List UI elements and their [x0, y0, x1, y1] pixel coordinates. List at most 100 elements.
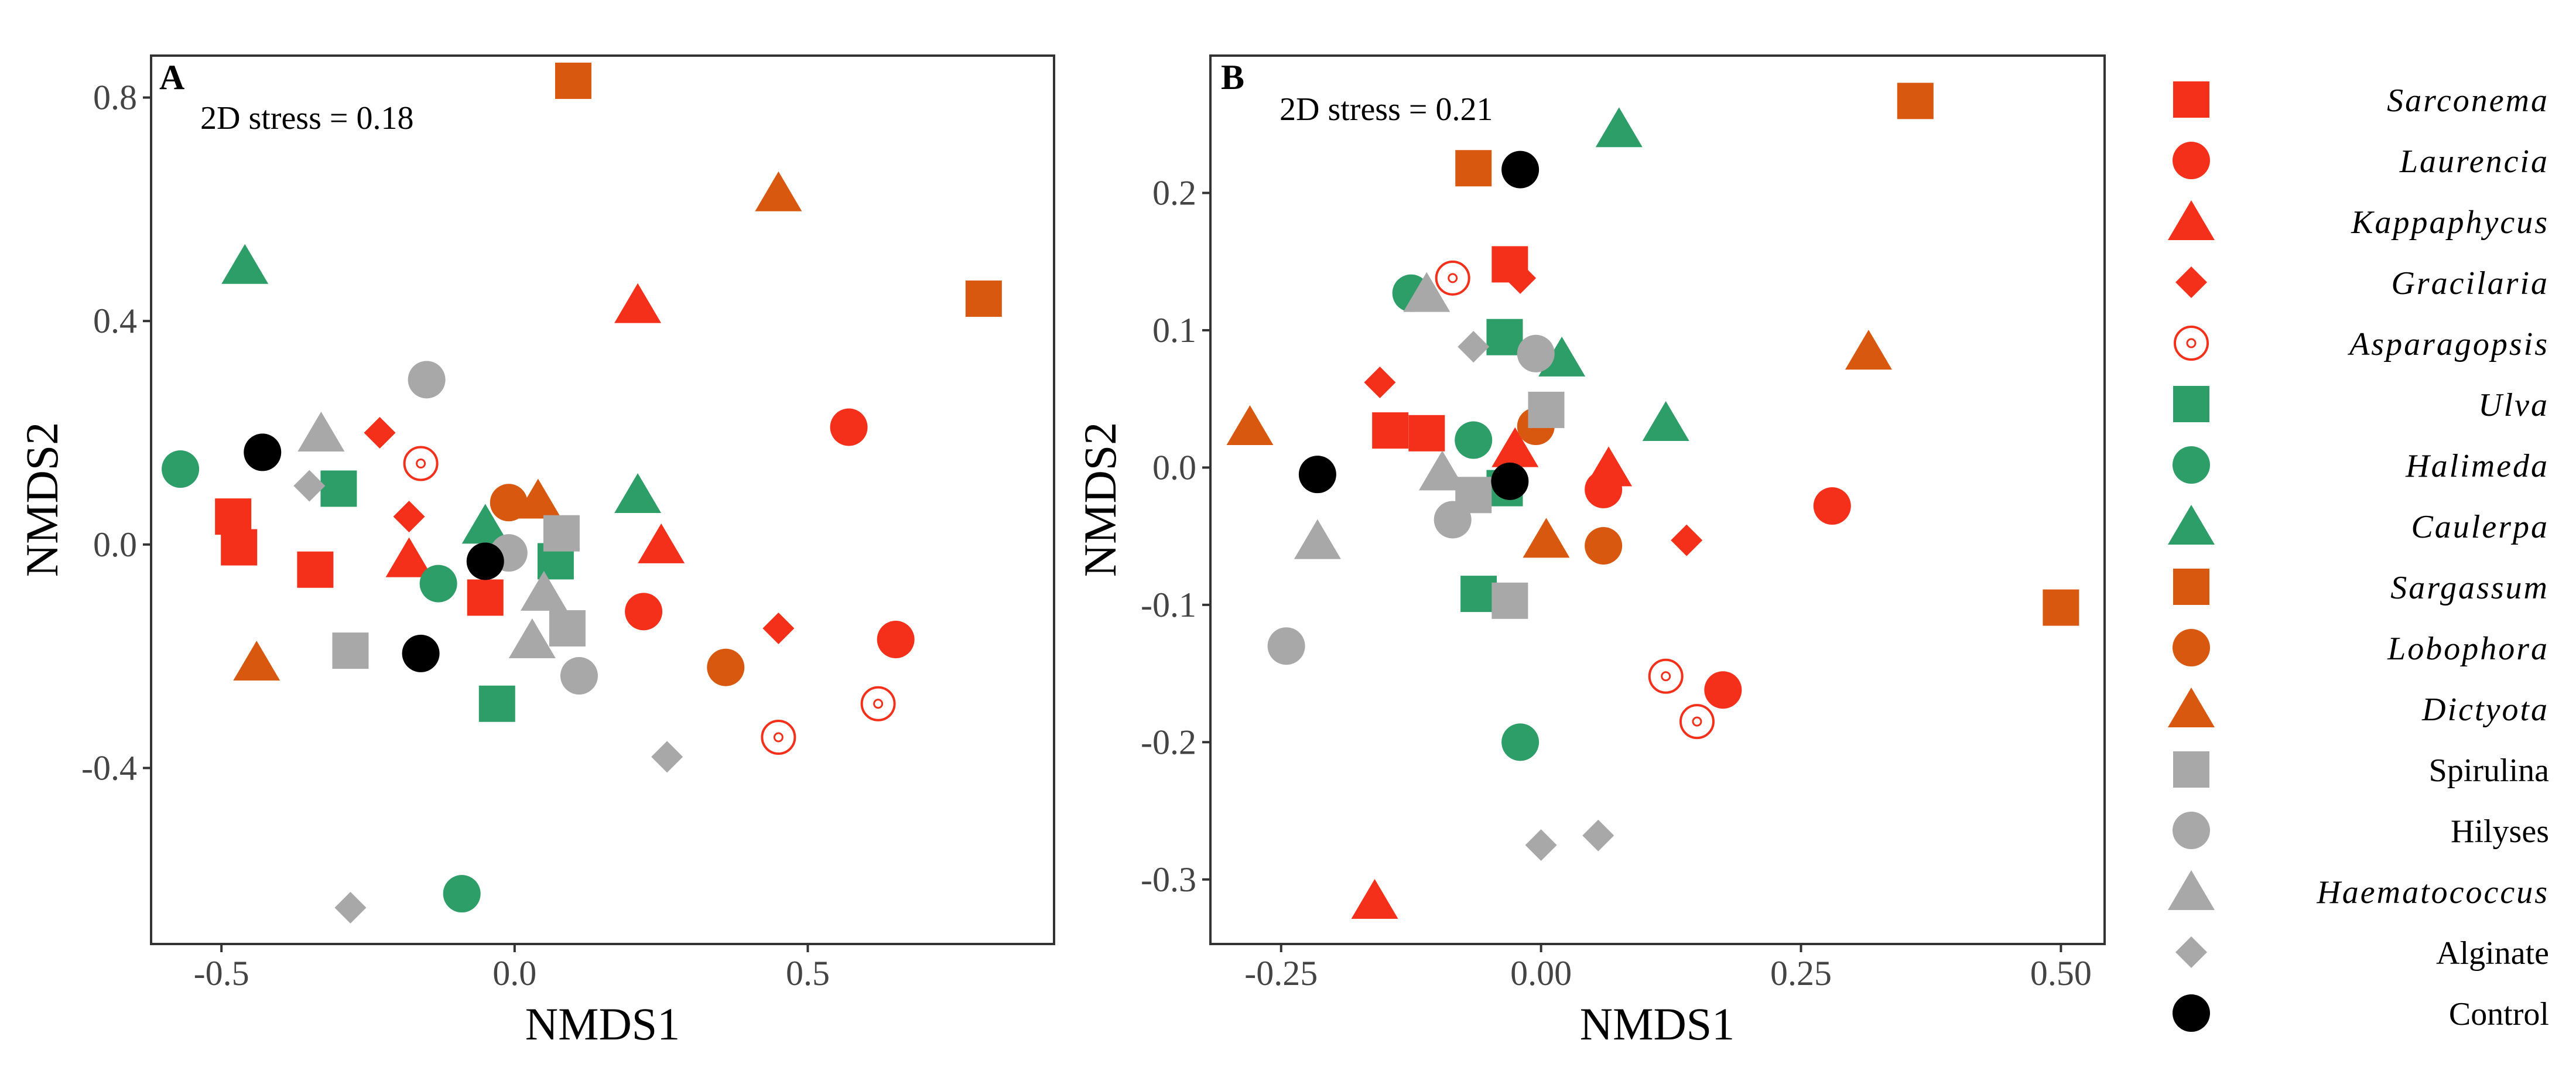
panel-b-point-dictyota: [1523, 518, 1570, 558]
panel-b-point-control: [1501, 151, 1540, 189]
panel-a-point-halimeda: [443, 875, 481, 913]
panel-a-point-spirulina: [332, 632, 369, 669]
panel-b-ytick-label: 0.1: [1152, 311, 1196, 350]
panel-b-points: [1226, 83, 2079, 919]
panel-a-point-asparagopsis: [860, 686, 896, 721]
legend-item-laurencia: Laurencia: [2173, 142, 2547, 180]
legend-item-gracilaria: Gracilaria: [2175, 265, 2549, 302]
panel-b-point-haematococcus: [1294, 519, 1341, 559]
legend-label-dictyota: Dictyota: [2421, 692, 2549, 728]
panel-b-point-laurencia: [1704, 671, 1742, 709]
panel-b-point-sarconema: [1372, 412, 1409, 449]
panel-a-points: [162, 62, 1002, 923]
legend-item-spirulina: Spirulina: [2173, 751, 2549, 789]
legend-label-sarconema: Sarconema: [2387, 83, 2549, 119]
panel-b-point-sargassum: [2043, 589, 2079, 626]
panel-a-point-haematococcus: [508, 618, 556, 659]
panel-a-point-lobophora: [490, 484, 528, 522]
panel-a-ylabel: NMDS2: [16, 422, 67, 577]
legend-label-spirulina: Spirulina: [2429, 753, 2549, 789]
panel-a-point-haematococcus: [297, 412, 345, 452]
panel-b-point-alginate: [1525, 829, 1557, 861]
panel-a-point-halimeda: [419, 565, 457, 603]
legend-item-kappaphycus: Kappaphycus: [2168, 200, 2549, 241]
panel-a-point-gracilaria: [393, 501, 425, 533]
legend-item-halimeda: Halimeda: [2173, 446, 2547, 484]
panel-b-xtick-label: -0.25: [1244, 954, 1318, 993]
panel-a-point-kappaphycus: [385, 537, 433, 577]
legend-key-lobophora: [2173, 629, 2210, 666]
legend-key-caulerpa: [2168, 505, 2215, 545]
legend-item-haematococcus: Haematococcus: [2168, 870, 2547, 911]
panel-a-point-sarconema: [467, 579, 504, 616]
panel-b-ytick-label: 0.0: [1152, 448, 1196, 487]
panel-b-point-ulva: [1486, 319, 1523, 355]
legend-item-ulva: Ulva: [2173, 386, 2547, 423]
panel-b-stress-annotation: 2D stress = 0.21: [1280, 91, 1493, 128]
panel-b-point-spirulina: [1528, 391, 1565, 428]
legend-key-spirulina: [2173, 751, 2209, 788]
panel-b-point-gracilaria: [1671, 524, 1703, 556]
panel-b-point-hilyses: [1517, 334, 1555, 372]
panel-b-point-hilyses: [1267, 627, 1305, 665]
panel-b-ytick-label: 0.2: [1152, 173, 1196, 212]
legend-key-ulva: [2173, 386, 2209, 422]
panel-a-point-laurencia: [877, 621, 915, 659]
panel-b-point-hilyses: [1434, 501, 1472, 539]
panel-a-point-asparagopsis: [403, 446, 439, 481]
panel-b-point-asparagopsis: [1679, 704, 1715, 740]
panel-a-point-haematococcus: [520, 570, 567, 611]
panel-b-label: B: [1221, 58, 1244, 97]
panel-a-point-spirulina: [543, 515, 580, 552]
panel-a-stress-annotation: 2D stress = 0.18: [200, 100, 413, 136]
legend-item-asparagopsis: Asparagopsis: [2174, 326, 2549, 362]
panel-a-point-lobophora: [707, 648, 745, 686]
panel-a-point-laurencia: [625, 593, 663, 631]
panel-a-point-kappaphycus: [614, 283, 662, 323]
panel-b-point-spirulina: [1491, 582, 1528, 619]
legend-item-sarconema: Sarconema: [2173, 81, 2549, 119]
legend-key-sarconema: [2173, 81, 2209, 118]
panel-b-point-kappaphycus: [1351, 878, 1398, 919]
panel-a-point-sarconema: [221, 529, 258, 566]
panel-b-point-gracilaria: [1504, 262, 1537, 294]
panel-a-point-hilyses: [560, 657, 598, 695]
legend-label-hilyses: Hilyses: [2451, 813, 2549, 850]
panel-a-ytick-label: 0.8: [93, 78, 137, 117]
panel-b-xtick-label: 0.00: [1510, 954, 1572, 993]
panel-a-point-caulerpa: [461, 504, 509, 544]
legend-label-kappaphycus: Kappaphycus: [2351, 204, 2549, 241]
panel-a-point-alginate: [651, 741, 683, 773]
legend-item-dictyota: Dictyota: [2168, 688, 2549, 728]
panel-b-point-caulerpa: [1538, 336, 1586, 377]
panel-b-point-ulva: [1460, 576, 1497, 613]
panel-b-point-kappaphycus: [1585, 446, 1633, 487]
legend-key-laurencia: [2173, 142, 2210, 179]
legend-label-gracilaria: Gracilaria: [2391, 265, 2549, 302]
legend-key-asparagopsis: [2174, 326, 2209, 361]
legend-label-asparagopsis: Asparagopsis: [2347, 326, 2549, 362]
legend-item-hilyses: Hilyses: [2173, 812, 2549, 850]
panel-a-label: A: [159, 58, 184, 97]
panel-a-point-sargassum: [965, 281, 1002, 317]
legend-label-sargassum: Sargassum: [2390, 570, 2549, 606]
panel-a-point-halimeda: [162, 450, 200, 488]
panel-b-point-sargassum: [1455, 150, 1492, 187]
panel-a-point-caulerpa: [614, 473, 662, 513]
panel-a-point-kappaphycus: [638, 523, 685, 563]
legend-key-control: [2173, 994, 2210, 1032]
panel-a-point-alginate: [293, 470, 326, 502]
legend-key-alginate: [2175, 936, 2207, 968]
legend-key-sargassum: [2173, 569, 2209, 605]
panel-b-point-halimeda: [1455, 421, 1493, 459]
panel-a-point-dictyota: [755, 171, 802, 211]
legend-label-lobophora: Lobophora: [2387, 631, 2549, 667]
panel-b: B 2D stress = 0.21 -0.25 0.00 0.25 0.50 -0.3…: [1075, 54, 2106, 1049]
panel-a-point-asparagopsis: [761, 719, 796, 755]
panel-a-ytick-label: -0.4: [81, 748, 137, 787]
panel-b-point-gracilaria: [1364, 367, 1396, 399]
panel-b-point-control: [1298, 456, 1336, 494]
panel-a-point-sargassum: [555, 62, 591, 99]
panel-b-point-asparagopsis: [1435, 260, 1470, 296]
legend-label-caulerpa: Caulerpa: [2411, 509, 2549, 545]
